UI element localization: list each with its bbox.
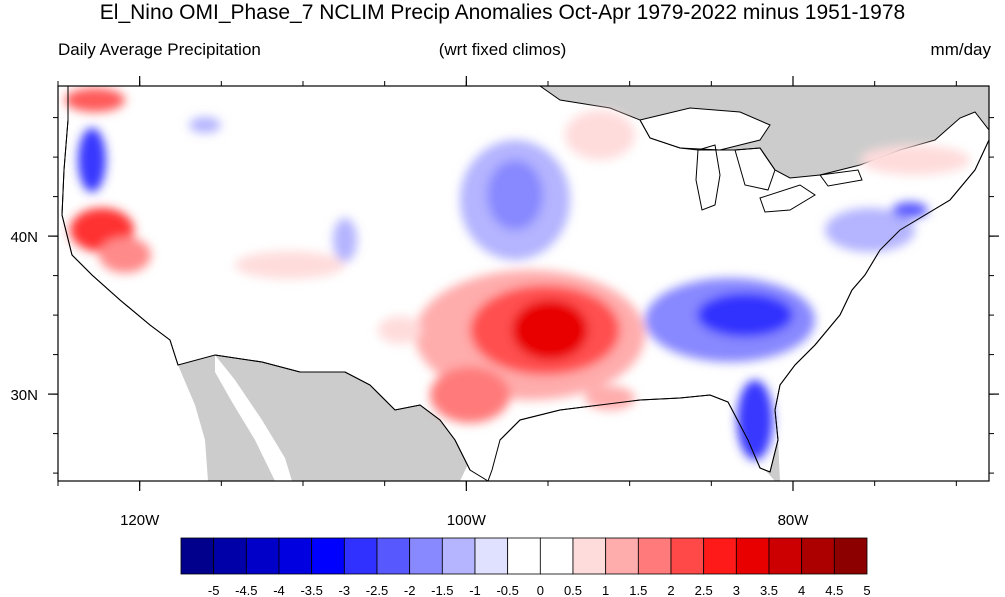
lat-tick-label: 40N: [10, 229, 38, 246]
colorbar-swatch: [539, 537, 574, 575]
lon-tick-label: 100W: [447, 512, 487, 529]
gulf-of-mexico: [460, 395, 775, 481]
colorbar-swatch: [213, 537, 247, 575]
colorbar-label: -2: [404, 583, 416, 597]
anomaly-wet-gulf-coast: [585, 386, 635, 410]
colorbar-label: 5: [863, 583, 870, 597]
colorbar-label: 4.5: [825, 583, 843, 597]
gulf-of-california: [215, 355, 292, 481]
colorbar-label: 1.5: [629, 583, 647, 597]
anomaly-dry-rockies: [333, 218, 357, 262]
lon-tick-label: 120W: [120, 512, 160, 529]
colorbar-swatch: [605, 537, 639, 575]
subtitle-center: (wrt fixed climos): [438, 40, 567, 59]
map-title: El_Nino OMI_Phase_7 NCLIM Precip Anomali…: [99, 1, 906, 24]
colorbar-label: 2: [667, 583, 674, 597]
colorbar-swatch: [474, 537, 509, 575]
colorbar-swatch: [768, 537, 803, 575]
anomaly-dry-northeast: [825, 208, 915, 252]
anomaly-wet-upper-midwest: [565, 110, 635, 160]
anomaly-dry-florida: [737, 380, 773, 460]
colorbar-swatch: [180, 537, 215, 575]
anomaly-wet-south-central-core: [512, 300, 588, 360]
colorbar: -5 -4.5 -4 -3.5 -3 -2.5 -2 -1.5 -1 -0.5 0 0.5 1 1.5 2 2…: [180, 537, 871, 597]
plot-frame: [57, 85, 990, 482]
colorbar-label: -1: [469, 583, 481, 597]
colorbar-label: 4: [798, 583, 805, 597]
colorbar-swatch: [670, 537, 705, 575]
colorbar-label: 3: [733, 583, 740, 597]
anomaly-wet-california-south: [99, 237, 151, 273]
gulf-atlantic-coastline: [499, 139, 989, 473]
colorbar-swatch: [703, 537, 737, 575]
great-lakes-outline: [639, 107, 863, 213]
lon-tick-label: 80W: [778, 512, 810, 529]
colorbar-label: -1.5: [431, 583, 453, 597]
colorbar-swatch: [735, 537, 770, 575]
colorbar-label: -0.5: [496, 583, 518, 597]
anomaly-wet-texas: [430, 367, 510, 423]
colorbar-swatch: [245, 537, 280, 575]
colorbar-swatch: [572, 537, 607, 575]
anomaly-wet-west: [235, 251, 345, 279]
axis-ticks: 120W 100W 80W 40N 30N: [10, 76, 999, 529]
colorbar-swatch: [278, 537, 313, 575]
colorbar-swatch: [311, 537, 345, 575]
subtitle-units: mm/day: [930, 40, 991, 59]
pacific-ocean: [58, 86, 208, 481]
mexico-border: [214, 354, 471, 471]
colorbar-swatch: [409, 537, 443, 575]
colorbar-label: -4: [273, 583, 285, 597]
lat-tick-label: 30N: [10, 387, 38, 404]
colorbar-swatch: [507, 537, 541, 575]
colorbar-swatch: [441, 537, 476, 575]
anomaly-dry-idaho: [189, 117, 221, 133]
colorbar-label: -3: [339, 583, 351, 597]
colorbar-label: -4.5: [235, 583, 257, 597]
colorbar-swatch: [801, 537, 835, 575]
anomaly-dry-plains-core: [487, 160, 543, 230]
anomaly-wet-new-mexico: [378, 316, 422, 344]
anomaly-wet-pnw: [65, 88, 125, 112]
colorbar-swatch: [833, 537, 868, 575]
colorbar-label: -2.5: [366, 583, 388, 597]
atlantic-ocean: [775, 140, 989, 481]
colorbar-label: 3.5: [760, 583, 778, 597]
west-coastline: [61, 86, 179, 366]
colorbar-swatch: [343, 537, 378, 575]
colorbar-swatch: [376, 537, 411, 575]
colorbar-label: 0.5: [564, 583, 582, 597]
lake-superior: [640, 108, 770, 150]
anomaly-dry-washington: [78, 128, 106, 192]
subtitle-left: Daily Average Precipitation: [58, 40, 261, 59]
colorbar-label: -3.5: [300, 583, 322, 597]
colorbar-swatch: [637, 537, 672, 575]
anomaly-wet-new-england: [860, 145, 970, 175]
colorbar-label: 2.5: [695, 583, 713, 597]
colorbar-label: 0: [537, 583, 544, 597]
anomaly-shading: [65, 88, 970, 460]
anomaly-dry-southeast-core: [697, 293, 793, 337]
colorbar-label: -5: [208, 583, 220, 597]
colorbar-label: 1: [602, 583, 609, 597]
anomaly-dry-northeast-core: [892, 202, 928, 218]
